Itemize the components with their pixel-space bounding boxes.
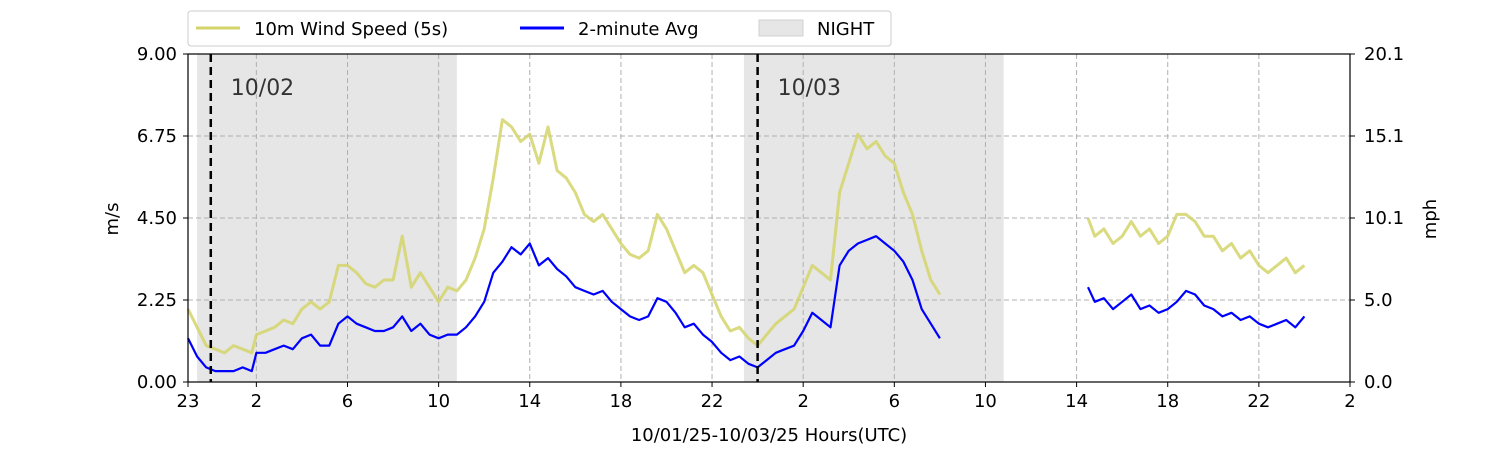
y-tick-label-right-3: 15.1 bbox=[1364, 126, 1404, 147]
x-tick-label-5: 18 bbox=[609, 391, 632, 412]
x-tick-label-8: 6 bbox=[889, 391, 900, 412]
legend-swatch-night bbox=[758, 19, 804, 37]
series-lines bbox=[186, 118, 1306, 373]
legend-label-2min-avg: 2-minute Avg bbox=[578, 19, 699, 40]
legend-label-wind-speed: 10m Wind Speed (5s) bbox=[254, 19, 448, 40]
x-tick-label-0: 23 bbox=[177, 391, 200, 412]
x-tick-label-11: 18 bbox=[1156, 391, 1179, 412]
x-tick-label-7: 2 bbox=[797, 391, 808, 412]
series-2-minute-avg-segment-0 bbox=[187, 235, 941, 373]
legend-label-night: NIGHT bbox=[817, 19, 875, 40]
x-tick-label-13: 2 bbox=[1344, 391, 1355, 412]
legend: 10m Wind Speed (5s) 2-minute Avg NIGHT bbox=[187, 10, 892, 47]
axis-ticks: 23 2 6 10 14 18 22 2 6 10 14 18 22 20.00 0.02.25 5.04.5… bbox=[137, 44, 1404, 412]
y-tick-label-right-4: 20.1 bbox=[1364, 44, 1404, 65]
x-axis-label: 10/01/25-10/03/25 Hours(UTC) bbox=[631, 425, 907, 446]
series-10m-wind-speed-5s-segment-0 bbox=[186, 118, 942, 355]
series-10m-wind-speed-5s-segment-1 bbox=[1086, 212, 1306, 275]
x-tick-label-9: 10 bbox=[974, 391, 997, 412]
y-tick-label-right-1: 5.0 bbox=[1364, 290, 1393, 311]
x-tick-label-4: 14 bbox=[518, 391, 541, 412]
x-tick-label-12: 22 bbox=[1247, 391, 1270, 412]
y-tick-label-right-0: 0.0 bbox=[1364, 372, 1393, 393]
x-tick-label-1: 2 bbox=[251, 391, 262, 412]
series-2-minute-avg-segment-1 bbox=[1087, 286, 1306, 329]
y-tick-label-left-1: 2.25 bbox=[137, 290, 177, 311]
x-tick-label-2: 6 bbox=[342, 391, 353, 412]
y-axis-label-left: m/s bbox=[102, 203, 123, 236]
day-markers: 10/02 10/03 bbox=[209, 54, 841, 382]
day-marker-label-0: 10/02 bbox=[231, 76, 294, 101]
x-tick-label-6: 22 bbox=[701, 391, 724, 412]
y-tick-label-right-2: 10.1 bbox=[1364, 208, 1404, 229]
y-axis-label-right: mph bbox=[1420, 199, 1441, 239]
grid-lines bbox=[188, 54, 1350, 382]
y-tick-label-left-0: 0.00 bbox=[137, 372, 177, 393]
y-tick-label-left-3: 6.75 bbox=[137, 126, 177, 147]
x-tick-label-10: 14 bbox=[1065, 391, 1088, 412]
x-tick-label-3: 10 bbox=[427, 391, 450, 412]
y-tick-label-left-4: 9.00 bbox=[137, 44, 177, 65]
y-tick-label-left-2: 4.50 bbox=[137, 208, 177, 229]
day-marker-label-1: 10/03 bbox=[778, 76, 841, 101]
